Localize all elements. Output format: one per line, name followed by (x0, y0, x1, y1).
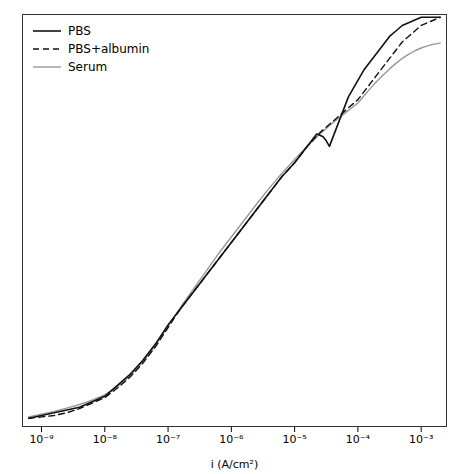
html-text:Serum: Serum (68, 60, 108, 74)
svg-text:10⁻⁶: 10⁻⁶ (219, 433, 244, 446)
svg-text:10⁻⁸: 10⁻⁸ (93, 433, 118, 446)
svg-text:10⁻³: 10⁻³ (409, 433, 433, 446)
html-text:PBS: PBS (68, 24, 91, 38)
svg-text:10⁻⁹: 10⁻⁹ (29, 433, 53, 446)
svg-text:i (A/cm²): i (A/cm²) (211, 458, 259, 471)
svg-text:10⁻⁴: 10⁻⁴ (346, 433, 371, 446)
svg-text:10⁻⁷: 10⁻⁷ (156, 433, 180, 446)
svg-text:10⁻⁵: 10⁻⁵ (283, 433, 307, 446)
html-text:PBS+albumin: PBS+albumin (68, 42, 150, 56)
